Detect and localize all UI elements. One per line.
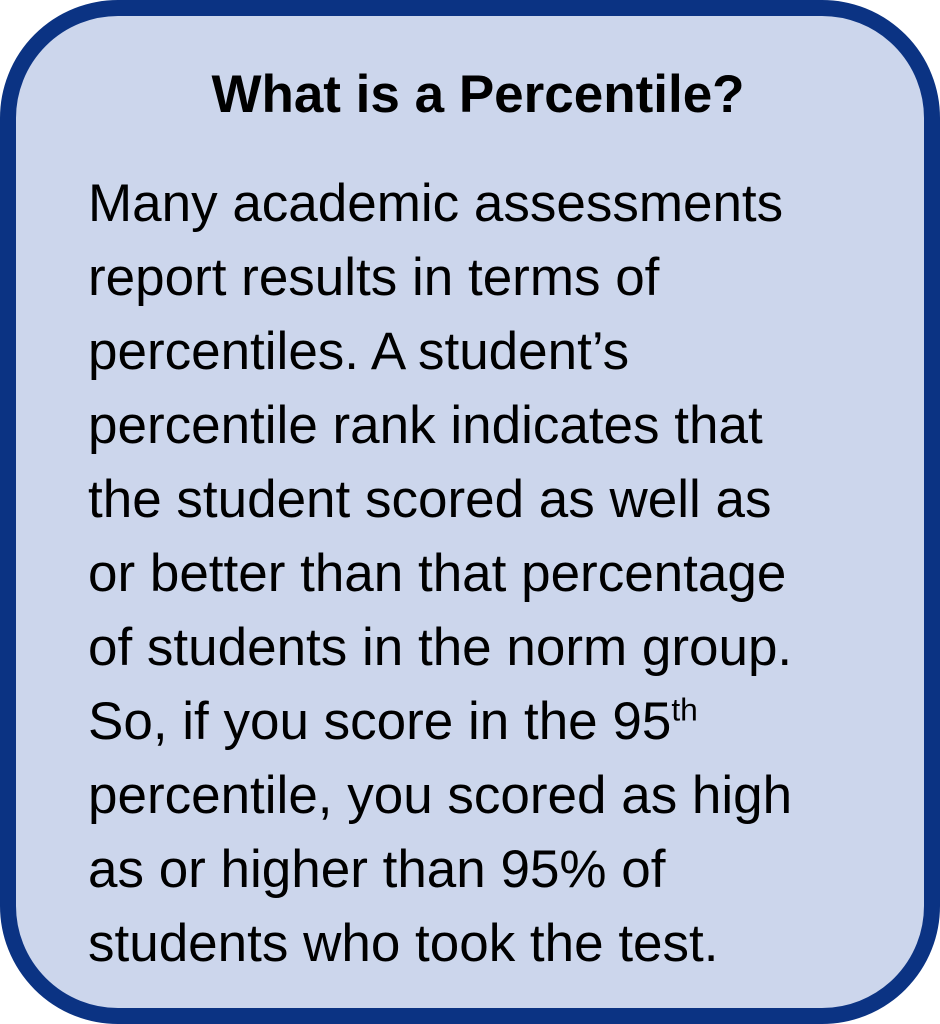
body-line: report results in terms of	[88, 248, 660, 307]
callout-title: What is a Percentile?	[211, 65, 745, 124]
body-line: percentile, you scored as high	[88, 766, 793, 825]
body-line: students who took the test.	[88, 914, 719, 973]
body-text: Many academic assessments report results …	[88, 167, 868, 981]
body-line: the student scored as well as	[88, 470, 772, 529]
superscript-ordinal: th	[671, 691, 698, 728]
body-line: percentiles. A student’s	[88, 322, 630, 381]
body-line: or better than that percentage	[88, 544, 787, 603]
body-line: as or higher than 95% of	[88, 840, 666, 899]
body-line: Many academic assessments	[88, 174, 784, 233]
body-line: percentile rank indicates that	[88, 396, 763, 455]
body-line: of students in the norm group.	[88, 618, 793, 677]
body-line: So, if you score in the 95th	[88, 691, 698, 751]
